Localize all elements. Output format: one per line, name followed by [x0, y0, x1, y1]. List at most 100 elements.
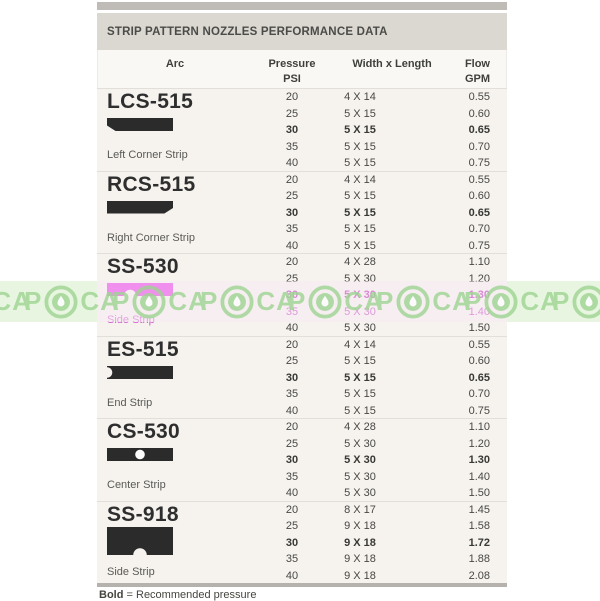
flow-cell: 1.20	[468, 437, 490, 450]
data-row: 40 5 X 15 0.75	[97, 155, 507, 172]
data-row: 35 5 X 30 1.40	[97, 304, 507, 321]
footer-bold-label: Bold	[99, 589, 124, 601]
width-length-cell: 5 X 30	[344, 470, 376, 483]
data-row: 40 9 X 18 2.08	[97, 568, 507, 585]
watermark-letter-p: P	[24, 286, 43, 316]
width-length-cell: 8 X 17	[344, 503, 376, 516]
pressure-cell: 25	[285, 107, 299, 120]
column-header-pressure-unit: PSI	[283, 73, 301, 85]
flow-cell: 1.30	[468, 289, 490, 301]
pressure-cell: 35	[285, 470, 299, 483]
width-length-cell: 5 X 15	[344, 157, 376, 169]
width-length-cell: 5 X 15	[344, 190, 376, 202]
width-length-cell: 9 X 18	[344, 536, 376, 549]
data-row: 20 8 X 17 1.45	[97, 502, 507, 519]
footer-note: Bold = Recommended pressure	[99, 589, 256, 601]
flow-cell: 1.50	[468, 487, 490, 499]
flow-cell: 0.75	[468, 157, 490, 169]
column-header-flow-label: Flow	[464, 58, 490, 70]
pressure-cell: 30	[285, 454, 299, 466]
data-row: 40 5 X 30 1.50	[97, 320, 507, 337]
width-length-cell: 5 X 15	[344, 223, 376, 235]
flow-cell: 1.30	[468, 454, 490, 466]
pressure-cell: 35	[285, 223, 299, 235]
flow-cell: 1.88	[468, 553, 490, 565]
pressure-cell: 40	[285, 322, 299, 334]
nozzle-model-name: SS-918	[107, 502, 179, 526]
width-length-cell: 5 X 30	[344, 322, 376, 334]
pressure-cell: 40	[285, 239, 299, 252]
pressure-cell: 30	[285, 124, 299, 136]
data-row: 30 9 X 18 1.72	[97, 535, 507, 552]
nozzle-blocks: LCS-515 Left Corner Strip 20 4 X 14 0.55 25 5 …	[97, 88, 507, 583]
width-length-cell: 9 X 18	[344, 553, 376, 565]
nozzle-type-label: Right Corner Strip	[107, 231, 196, 244]
data-row: 25 5 X 15 0.60	[97, 106, 507, 123]
data-row: 20 4 X 14 0.55	[97, 172, 507, 189]
data-row: 25 5 X 30 1.20	[97, 271, 507, 288]
width-length-cell: 4 X 14	[344, 173, 376, 186]
pressure-cell: 25	[285, 190, 299, 202]
width-length-cell: 5 X 30	[344, 272, 376, 285]
data-row: 25 5 X 30 1.20	[97, 436, 507, 453]
footer-divider	[97, 583, 507, 587]
column-header-flow: Flow GPM	[427, 57, 490, 87]
flow-cell: 1.40	[468, 470, 490, 483]
width-length-cell: 5 X 15	[344, 206, 376, 219]
flow-cell: 0.55	[468, 338, 490, 351]
data-row: 30 5 X 15 0.65	[97, 205, 507, 222]
data-row: 40 5 X 30 1.50	[97, 485, 507, 502]
width-length-cell: 5 X 30	[344, 487, 376, 499]
flow-cell: 0.70	[468, 140, 490, 153]
nozzle-type-label: Center Strip	[107, 479, 166, 491]
width-length-cell: 5 X 15	[344, 371, 376, 384]
data-row: 25 5 X 15 0.60	[97, 188, 507, 205]
nozzle-type-label: End Strip	[107, 396, 153, 409]
data-row: 35 5 X 15 0.70	[97, 221, 507, 238]
flow-cell: 1.10	[468, 421, 490, 433]
pressure-cell: 40	[285, 569, 299, 582]
data-row: 25 5 X 15 0.60	[97, 353, 507, 370]
nozzle-type-label: Side Strip	[107, 565, 155, 578]
width-length-cell: 4 X 14	[344, 91, 376, 103]
watermark-unit: PCA	[552, 284, 600, 319]
pressure-cell: 25	[285, 437, 299, 450]
flow-cell: 0.70	[468, 223, 490, 235]
data-row: 30 5 X 30 1.30	[97, 452, 507, 469]
data-row: 30 5 X 30 1.30	[97, 287, 507, 304]
data-row: 35 5 X 30 1.40	[97, 469, 507, 486]
flow-cell: 0.70	[468, 388, 490, 400]
pressure-cell: 35	[285, 388, 299, 400]
pressure-cell: 30	[285, 536, 299, 549]
pressure-cell: 20	[285, 503, 299, 516]
page-title: STRIP PATTERN NOZZLES PERFORMANCE DATA	[107, 25, 388, 38]
flow-cell: 0.75	[468, 239, 490, 252]
watermark-band-left	[0, 281, 97, 322]
flow-cell: 0.55	[468, 91, 490, 103]
flow-cell: 1.10	[468, 256, 490, 268]
data-row: 35 9 X 18 1.88	[97, 551, 507, 568]
data-row: 25 9 X 18 1.58	[97, 518, 507, 535]
nozzle-arc-shape-icon	[107, 526, 173, 555]
watermark-band-right	[507, 281, 600, 322]
column-header-flow-unit: GPM	[464, 73, 490, 85]
width-length-cell: 4 X 28	[344, 256, 376, 268]
pressure-cell: 20	[285, 338, 299, 351]
flow-cell: 1.20	[468, 272, 490, 285]
flow-cell: 0.55	[468, 173, 490, 186]
width-length-cell: 5 X 15	[344, 404, 376, 417]
width-length-cell: 5 X 15	[344, 124, 376, 136]
width-length-cell: 5 X 15	[344, 140, 376, 153]
pressure-cell: 20	[285, 421, 299, 433]
nozzle-block: SS-530 Side Strip 20 4 X 28 1.10 25 5 X 30 1.20…	[97, 253, 507, 336]
width-length-cell: 5 X 15	[344, 239, 376, 252]
nozzle-block: ES-515 End Strip 20 4 X 14 0.55 25 5 X 15 0.60 3…	[97, 335, 507, 418]
flow-cell: 1.72	[468, 536, 490, 549]
data-row: 20 4 X 14 0.55	[97, 337, 507, 354]
water-droplet-logo-icon	[42, 284, 80, 319]
width-length-cell: 4 X 14	[344, 338, 376, 351]
data-row: 20 4 X 28 1.10	[97, 419, 507, 436]
column-header-arc: Arc	[165, 58, 185, 70]
flow-cell: 1.40	[468, 305, 490, 318]
nozzle-model-name: RCS-515	[107, 172, 196, 196]
